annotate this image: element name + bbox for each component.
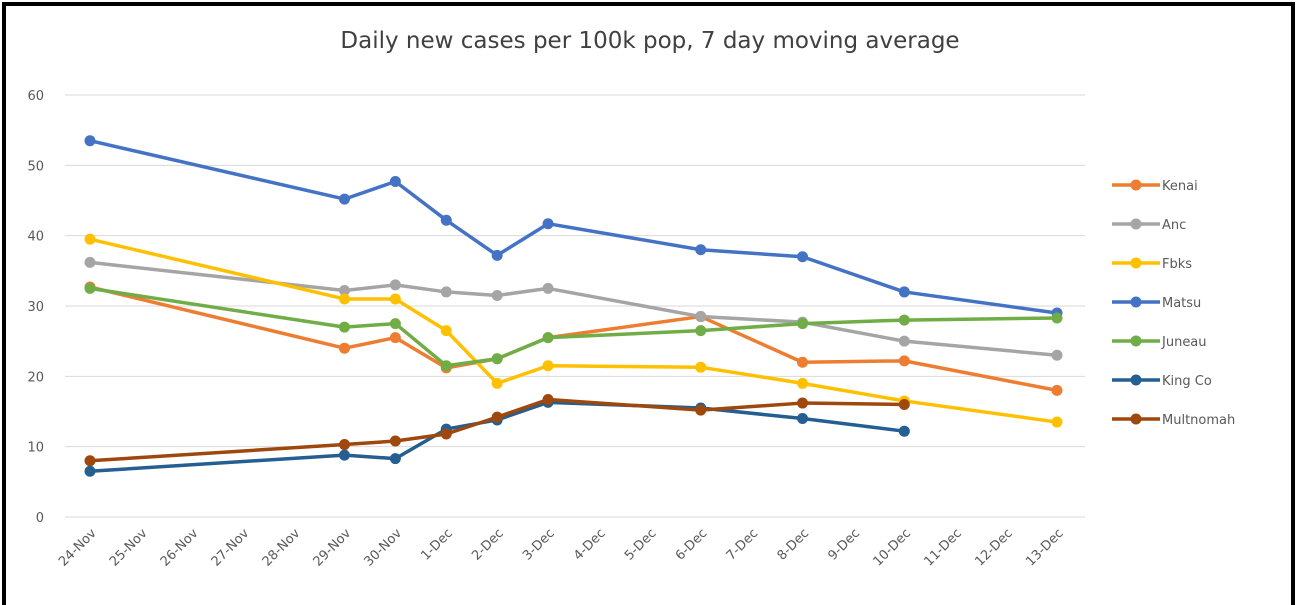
legend-label: Kenai [1162, 179, 1198, 194]
data-point [389, 453, 401, 465]
data-point [84, 282, 96, 294]
series-line [89, 139, 1058, 315]
data-point [898, 286, 910, 298]
chart-title: Daily new cases per 100k pop, 7 day movi… [340, 28, 959, 54]
data-point [898, 425, 910, 437]
data-point [695, 311, 707, 323]
y-tick-label: 20 [27, 370, 44, 385]
data-point [695, 244, 707, 256]
data-point [542, 332, 554, 344]
data-point [542, 394, 554, 406]
data-point [797, 413, 809, 425]
data-point [84, 455, 96, 467]
data-point [338, 293, 350, 305]
data-point [898, 355, 910, 367]
series-line [89, 286, 1058, 368]
y-tick-label: 40 [27, 230, 44, 245]
y-tick-label: 60 [27, 89, 44, 104]
legend-label: Juneau [1161, 335, 1207, 350]
series-line [89, 237, 1058, 424]
legend-marker [1130, 413, 1142, 425]
legend-marker [1130, 218, 1142, 230]
data-point [695, 325, 707, 337]
y-tick-label: 50 [27, 159, 44, 174]
legend-label: Fbks [1162, 257, 1192, 272]
legend-marker [1130, 335, 1142, 347]
data-point [797, 397, 809, 409]
legend-marker [1130, 257, 1142, 269]
legend-label: King Co [1162, 374, 1212, 389]
data-point [797, 318, 809, 330]
legend-marker [1130, 296, 1142, 308]
data-point [389, 318, 401, 330]
data-point [898, 314, 910, 326]
data-point [338, 439, 350, 451]
data-point [84, 135, 96, 147]
data-point [440, 325, 452, 337]
data-point [695, 404, 707, 416]
data-point [84, 465, 96, 477]
data-point [440, 286, 452, 298]
legend-marker [1130, 374, 1142, 386]
data-point [389, 332, 401, 344]
data-point [84, 256, 96, 268]
data-point [440, 360, 452, 372]
data-point [1051, 384, 1063, 396]
data-point [440, 214, 452, 226]
legend-label: Multnomah [1162, 413, 1235, 428]
data-point [1051, 312, 1063, 324]
data-point [389, 293, 401, 305]
data-point [338, 321, 350, 333]
data-point [898, 398, 910, 410]
data-point [898, 335, 910, 347]
data-point [338, 449, 350, 461]
data-point [389, 176, 401, 188]
data-point [542, 282, 554, 294]
data-point [491, 353, 503, 365]
y-tick-label: 0 [36, 511, 44, 526]
y-tick-label: 30 [27, 300, 44, 315]
data-point [491, 411, 503, 423]
data-point [440, 428, 452, 440]
data-point [695, 361, 707, 373]
data-point [797, 251, 809, 263]
data-point [542, 360, 554, 372]
legend-marker [1130, 179, 1142, 191]
data-point [1051, 416, 1063, 428]
data-point [389, 279, 401, 291]
data-point [542, 218, 554, 230]
legend-label: Anc [1162, 218, 1186, 233]
data-point [491, 377, 503, 389]
y-tick-label: 10 [27, 441, 44, 456]
data-point [491, 289, 503, 301]
data-point [389, 435, 401, 447]
data-point [797, 356, 809, 368]
data-point [1051, 349, 1063, 361]
data-point [338, 285, 350, 297]
data-point [338, 342, 350, 354]
data-point [491, 249, 503, 261]
data-point [338, 193, 350, 205]
series-line [89, 260, 1058, 357]
data-point [84, 233, 96, 245]
legend-label: Matsu [1162, 296, 1201, 311]
data-point [797, 377, 809, 389]
